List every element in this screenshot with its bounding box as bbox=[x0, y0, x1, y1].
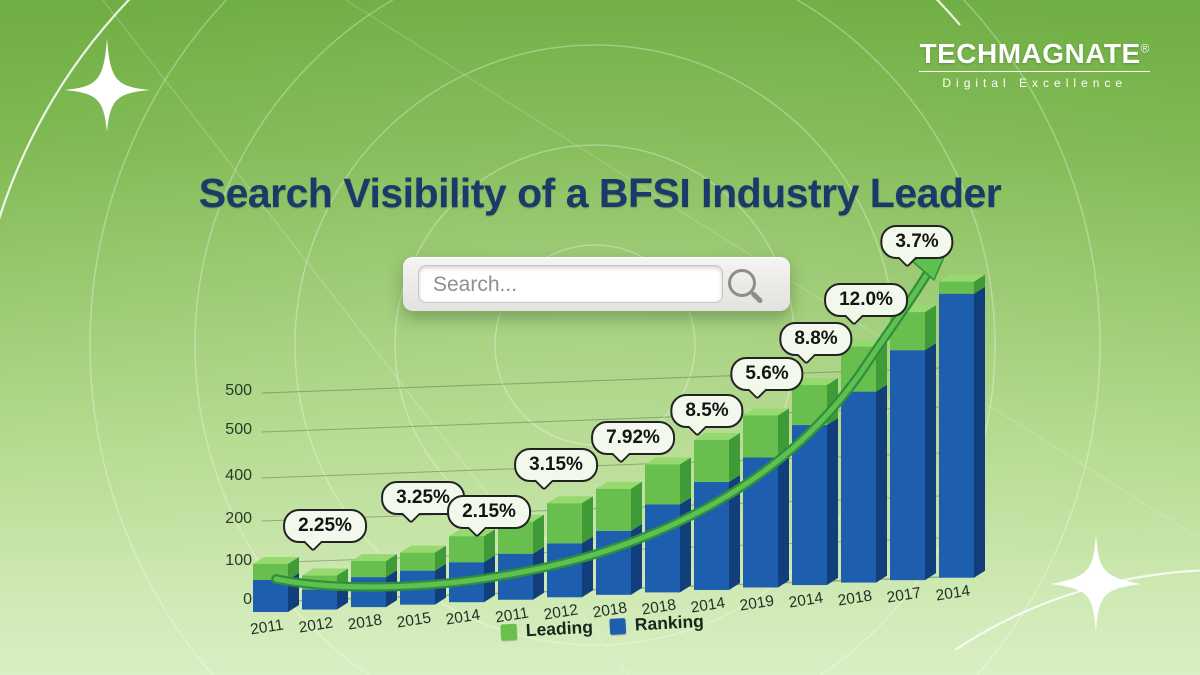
callout-bubble: 5.6% bbox=[730, 357, 804, 400]
search-bar: Search... bbox=[403, 257, 790, 311]
brand-logo: TECHMAGNATE® Digital Excellence bbox=[919, 40, 1150, 90]
bar-2018 bbox=[351, 554, 397, 608]
brand-name: TECHMAGNATE® bbox=[919, 38, 1150, 69]
y-axis-tick: 200 bbox=[225, 510, 252, 527]
bar-2014 bbox=[449, 529, 495, 603]
search-input[interactable]: Search... bbox=[418, 265, 723, 303]
sparkle-star-top-left bbox=[64, 38, 150, 132]
legend-label-ranking: Ranking bbox=[634, 610, 705, 635]
callout-value: 5.6% bbox=[745, 363, 789, 384]
y-axis-tick: 0 bbox=[243, 591, 252, 608]
callout-value: 3.25% bbox=[396, 487, 450, 508]
callout-bubble: 12.0% bbox=[824, 283, 908, 326]
callout-value: 8.5% bbox=[685, 400, 729, 421]
page-title: Search Visibility of a BFSI Industry Lea… bbox=[198, 170, 1002, 216]
bar-2012 bbox=[547, 496, 593, 598]
arc-bottom-right bbox=[954, 569, 1200, 651]
callout-value: 3.7% bbox=[895, 231, 939, 252]
callout-value: 8.8% bbox=[794, 328, 838, 349]
search-icon bbox=[728, 269, 756, 297]
callout-bubble: 2.15% bbox=[447, 495, 531, 538]
callout-bubble: 8.8% bbox=[779, 322, 853, 365]
y-axis-tick: 500 bbox=[225, 421, 252, 438]
bar-2014 bbox=[792, 378, 838, 586]
bar-2017 bbox=[890, 305, 936, 581]
callout-bubble: 3.7% bbox=[880, 225, 954, 268]
callout-value: 2.15% bbox=[462, 501, 516, 522]
callout-bubble: 3.15% bbox=[514, 448, 598, 491]
bar-2019 bbox=[743, 408, 789, 588]
callout-bubble: 2.25% bbox=[283, 509, 367, 552]
y-axis-tick: 100 bbox=[225, 552, 252, 569]
bar-2018 bbox=[596, 481, 642, 595]
callout-bubble: 7.92% bbox=[591, 421, 675, 464]
bar-2015 bbox=[400, 545, 446, 605]
legend-label-leading: Leading bbox=[525, 616, 594, 641]
bar-2014 bbox=[939, 274, 985, 578]
y-axis-tick: 400 bbox=[225, 467, 252, 484]
brand-tagline: Digital Excellence bbox=[919, 71, 1150, 90]
callout-value: 7.92% bbox=[606, 427, 660, 448]
trend-arrow-line bbox=[273, 263, 935, 590]
registered-mark: ® bbox=[1140, 41, 1150, 56]
large-arc-top-left bbox=[0, 0, 961, 220]
legend-swatch-leading bbox=[500, 623, 518, 641]
callout-value: 12.0% bbox=[839, 289, 893, 310]
callout-value: 3.15% bbox=[529, 454, 583, 475]
callout-bubble: 8.5% bbox=[670, 394, 744, 437]
bar-2014 bbox=[694, 432, 740, 590]
callout-value: 2.25% bbox=[298, 515, 352, 536]
bar-2011 bbox=[253, 557, 299, 612]
sparkle-star-bottom-right bbox=[1051, 534, 1141, 633]
legend-swatch-ranking bbox=[609, 617, 627, 635]
y-axis-tick: 500 bbox=[225, 382, 252, 399]
